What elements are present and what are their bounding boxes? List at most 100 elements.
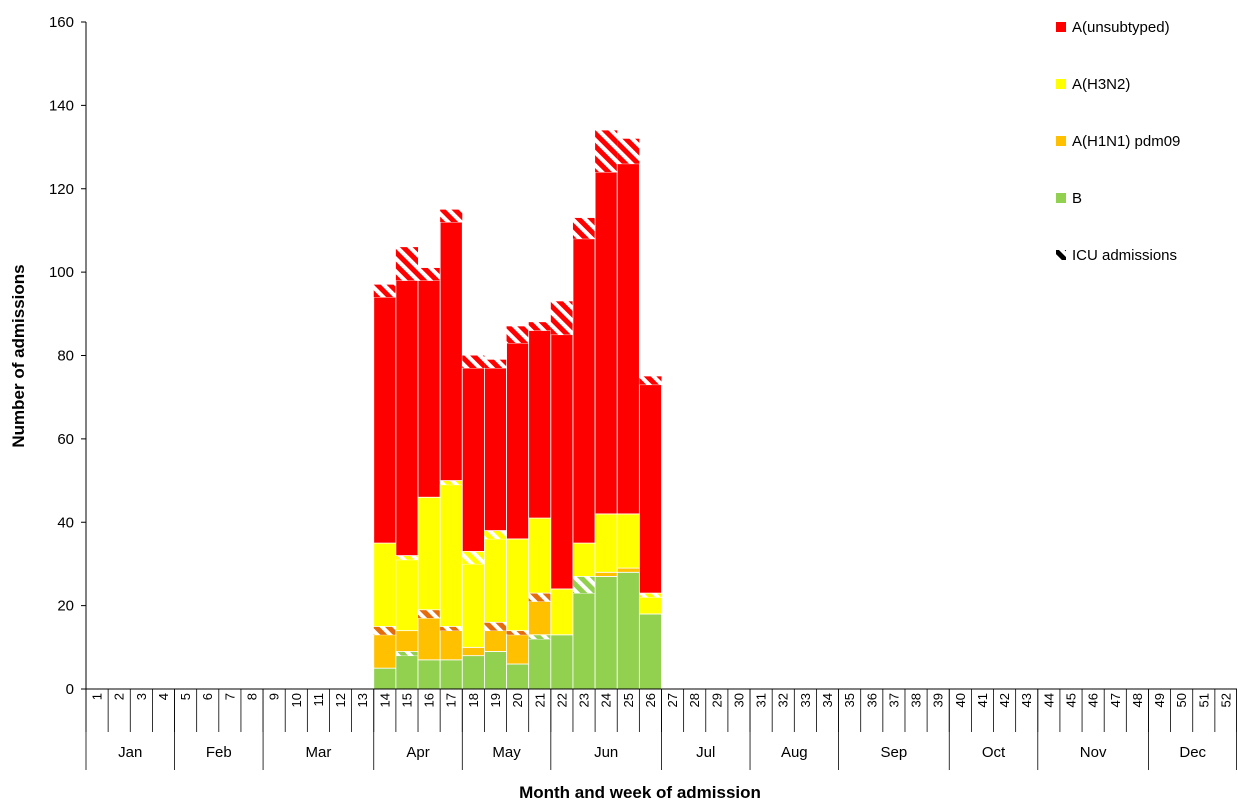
bar-segment-a-unsubtyped--week-21 xyxy=(528,330,552,519)
icu-segment-a-h1n1-pdm09-week-19 xyxy=(484,622,507,631)
week-label: 35 xyxy=(842,693,857,707)
week-label: 2 xyxy=(112,693,127,700)
bar-segment-b-week-26 xyxy=(638,613,662,690)
bar-segment-a-h3n2--week-21 xyxy=(528,517,552,594)
bar-segment-a-unsubtyped--week-18 xyxy=(461,367,485,552)
icu-segment-a-unsubtyped--week-14 xyxy=(373,284,396,298)
bar-segment-b-week-25 xyxy=(616,571,640,690)
y-tick-label: 60 xyxy=(57,431,74,448)
x-axis: 1 2 3 4 5 6 7 8 9 10 11 12 13 14 15 16 17 18 19 20 21 22 23 24 2… xyxy=(85,688,1237,770)
bar-segment-a-h1n1-pdm09-week-16 xyxy=(417,617,441,661)
week-label: 26 xyxy=(643,693,658,707)
bar-segment-b-week-15 xyxy=(395,655,419,690)
icu-segment-a-h3n2--week-17 xyxy=(440,480,463,485)
bar-segment-a-h3n2--week-17 xyxy=(439,484,463,627)
bar-segment-a-h1n1-pdm09-week-25 xyxy=(616,567,640,573)
month-label: Jan xyxy=(118,744,142,761)
week-label: 20 xyxy=(510,693,525,707)
month-label: Apr xyxy=(406,744,429,761)
icu-segment-a-h3n2--week-15 xyxy=(395,555,419,560)
bar-segment-a-h3n2--week-25 xyxy=(616,513,640,569)
month-label: Jul xyxy=(696,744,715,761)
legend-label: A(H1N1) pdm09 xyxy=(1072,133,1180,150)
y-tick-label: 80 xyxy=(57,348,74,365)
week-label: 41 xyxy=(975,693,990,707)
bar-segment-b-week-14 xyxy=(373,667,397,690)
week-label: 17 xyxy=(444,693,459,707)
month-label: Jun xyxy=(594,744,618,761)
bar-segment-b-week-18 xyxy=(461,655,485,690)
bar-segment-a-h1n1-pdm09-week-24 xyxy=(594,571,618,577)
week-label: 46 xyxy=(1086,693,1101,707)
legend-label: A(unsubtyped) xyxy=(1072,19,1170,36)
week-label: 45 xyxy=(1063,693,1078,707)
week-label: 31 xyxy=(754,693,769,707)
week-label: 29 xyxy=(709,693,724,707)
bar-segment-a-unsubtyped--week-26 xyxy=(638,384,662,594)
icu-segment-a-h1n1-pdm09-week-16 xyxy=(418,609,441,619)
month-label: Feb xyxy=(206,744,232,761)
week-label: 13 xyxy=(355,693,370,707)
icu-segment-a-unsubtyped--week-17 xyxy=(440,209,463,223)
week-label: 34 xyxy=(820,693,835,707)
legend-swatch xyxy=(1056,193,1066,203)
week-label: 1 xyxy=(90,693,105,700)
legend-swatch xyxy=(1056,22,1066,32)
bar-segment-a-h3n2--week-23 xyxy=(572,542,596,577)
bar-segment-a-unsubtyped--week-22 xyxy=(550,334,574,590)
icu-segment-a-unsubtyped--week-25 xyxy=(617,138,640,164)
week-label: 6 xyxy=(200,693,215,700)
bar-segment-a-unsubtyped--week-15 xyxy=(395,280,419,557)
icu-segment-a-h3n2--week-19 xyxy=(484,530,507,539)
icu-segment-a-unsubtyped--week-19 xyxy=(484,359,507,369)
y-tick-label: 140 xyxy=(49,97,74,114)
bar-segment-b-week-21 xyxy=(528,638,552,690)
bar-segment-a-h1n1-pdm09-week-21 xyxy=(528,601,552,636)
week-label: 42 xyxy=(997,693,1012,707)
bar-segment-a-h1n1-pdm09-week-20 xyxy=(506,634,530,665)
icu-segment-a-unsubtyped--week-26 xyxy=(639,376,662,385)
week-label: 25 xyxy=(621,693,636,707)
icu-segment-a-unsubtyped--week-20 xyxy=(506,326,529,343)
bars-group xyxy=(373,130,662,690)
week-label: 27 xyxy=(665,693,680,707)
bar-segment-a-unsubtyped--week-16 xyxy=(417,280,441,498)
week-label: 4 xyxy=(156,693,171,700)
week-label: 36 xyxy=(864,693,879,707)
week-label: 10 xyxy=(289,693,304,707)
week-label: 43 xyxy=(1019,693,1034,707)
legend-label: A(H3N2) xyxy=(1072,76,1130,93)
legend-label: B xyxy=(1072,190,1082,207)
week-label: 50 xyxy=(1174,693,1189,707)
bar-segment-a-h1n1-pdm09-week-14 xyxy=(373,634,397,669)
icu-segment-a-h3n2--week-18 xyxy=(462,551,485,564)
week-label: 11 xyxy=(311,693,326,707)
y-tick-label: 0 xyxy=(66,681,74,698)
week-label: 3 xyxy=(134,693,149,700)
week-label: 47 xyxy=(1108,693,1123,707)
week-label: 44 xyxy=(1041,693,1056,707)
bar-segment-a-unsubtyped--week-23 xyxy=(572,238,596,544)
month-label: Mar xyxy=(305,744,331,761)
month-label: Sep xyxy=(881,744,908,761)
week-label: 32 xyxy=(776,693,791,707)
icu-segment-a-unsubtyped--week-22 xyxy=(550,301,573,335)
legend-swatch xyxy=(1056,79,1066,89)
bar-segment-a-h3n2--week-16 xyxy=(417,496,441,611)
bar-segment-a-h3n2--week-18 xyxy=(461,563,485,648)
legend-label: ICU admissions xyxy=(1072,247,1177,264)
bar-segment-a-h3n2--week-20 xyxy=(506,538,530,632)
bar-segment-a-h1n1-pdm09-week-15 xyxy=(395,630,419,652)
week-label: 49 xyxy=(1152,693,1167,707)
month-label: May xyxy=(492,744,521,761)
week-label: 52 xyxy=(1218,693,1233,707)
month-label: Dec xyxy=(1179,744,1206,761)
bar-segment-b-week-20 xyxy=(506,663,530,690)
month-label: Nov xyxy=(1080,744,1107,761)
bar-segment-b-week-22 xyxy=(550,634,574,690)
legend-swatch xyxy=(1056,136,1066,146)
week-label: 21 xyxy=(532,693,547,707)
week-label: 28 xyxy=(687,693,702,707)
bar-segment-a-h3n2--week-26 xyxy=(638,596,662,615)
